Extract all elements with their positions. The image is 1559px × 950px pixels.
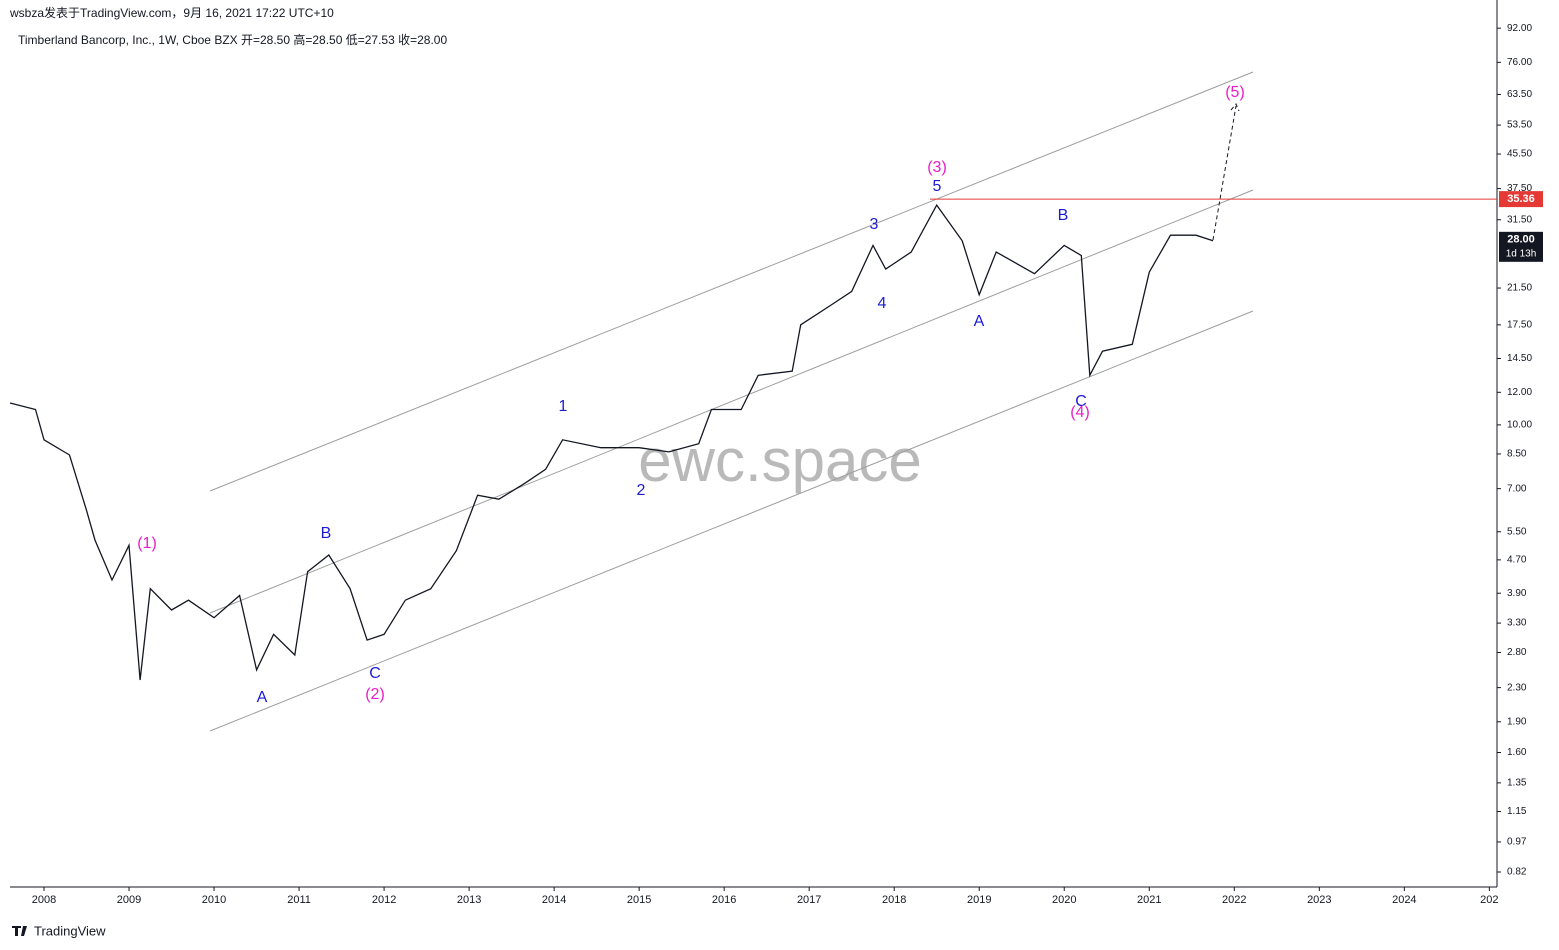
- x-tick-label: 2022: [1222, 894, 1246, 906]
- x-tick-label: 2008: [32, 894, 56, 906]
- wave-label: A: [974, 313, 985, 330]
- y-tick-label: 2.30: [1507, 682, 1527, 693]
- wave-label: 2: [637, 482, 646, 499]
- x-tick-label: 2023: [1307, 894, 1331, 906]
- y-tick-label: 37.50: [1507, 183, 1532, 194]
- x-tick-label: 2018: [882, 894, 906, 906]
- x-tick-label: 2017: [797, 894, 821, 906]
- x-tick-label: 2013: [457, 894, 481, 906]
- y-tick-label: 4.70: [1507, 555, 1527, 566]
- watermark: ewc.space: [638, 427, 921, 494]
- wave-label: (2): [365, 686, 385, 703]
- wave-label: 4: [878, 295, 887, 312]
- y-tick-label: 12.00: [1507, 387, 1532, 398]
- channel-line: [209, 71, 1254, 492]
- y-tick-label: 7.00: [1507, 483, 1527, 494]
- y-tick-label: 92.00: [1507, 23, 1532, 34]
- last-price-countdown: 1d 13h: [1506, 248, 1537, 259]
- wave-label: (4): [1070, 404, 1090, 421]
- y-tick-label: 10.00: [1507, 420, 1532, 431]
- y-tick-label: 3.30: [1507, 618, 1527, 629]
- wave-label: B: [321, 525, 332, 542]
- y-tick-label: 3.90: [1507, 588, 1527, 599]
- y-tick-label: 8.50: [1507, 449, 1527, 460]
- logo-icon: [12, 926, 27, 936]
- y-tick-label: 45.50: [1507, 149, 1532, 160]
- wave-label: 3: [870, 216, 879, 233]
- wave-label: (3): [927, 159, 947, 176]
- y-tick-label: 31.50: [1507, 214, 1532, 225]
- wave-label: C: [369, 665, 381, 682]
- y-tick-label: 1.15: [1507, 806, 1527, 817]
- wave-label: (1): [137, 535, 157, 552]
- x-tick-label: 2010: [202, 894, 226, 906]
- y-tick-label: 2.80: [1507, 647, 1527, 658]
- x-tick-label: 2024: [1392, 894, 1416, 906]
- chart-title: Timberland Bancorp, Inc., 1W, Cboe BZX 开…: [18, 32, 447, 47]
- projection-arrow: [1212, 103, 1240, 241]
- x-tick-label: 2019: [967, 894, 991, 906]
- wave-label: C: [1075, 393, 1087, 410]
- y-tick-label: 0.97: [1507, 837, 1527, 848]
- resistance-label: 35.36: [1507, 193, 1535, 205]
- x-tick-label: 2012: [372, 894, 396, 906]
- last-price-box: [1499, 231, 1543, 262]
- channel-line: [209, 189, 1254, 614]
- x-tick-label: 2021: [1137, 894, 1161, 906]
- price-line: [9, 203, 1214, 681]
- y-tick-label: 53.50: [1507, 120, 1532, 131]
- x-tick-label: 2020: [1052, 894, 1076, 906]
- y-tick-label: 1.60: [1507, 747, 1527, 758]
- wave-label: (5): [1225, 84, 1245, 101]
- x-tick-label: 2015: [627, 894, 651, 906]
- x-tick-label: 2016: [712, 894, 736, 906]
- x-tick-label: 2014: [542, 894, 566, 906]
- y-tick-label: 21.50: [1507, 283, 1532, 294]
- header: wsbza发表于TradingView.com，9月 16, 2021 17:2…: [9, 5, 334, 20]
- wave-label: A: [257, 689, 268, 706]
- x-tick-label: 2009: [117, 894, 141, 906]
- y-tick-label: 1.35: [1507, 778, 1527, 789]
- wave-label: 1: [559, 398, 568, 415]
- y-tick-label: 14.50: [1507, 353, 1532, 364]
- wave-label: B: [1058, 207, 1069, 224]
- last-price-label: 28.00: [1507, 234, 1535, 246]
- x-tick-label: 2011: [287, 894, 311, 906]
- wave-label: 5: [933, 178, 942, 195]
- y-tick-label: 0.82: [1507, 867, 1527, 878]
- y-tick-label: 17.50: [1507, 319, 1532, 330]
- resistance-label-box: [1499, 191, 1543, 208]
- y-tick-label: 76.00: [1507, 57, 1532, 68]
- x-tick-label: 202: [1480, 894, 1498, 906]
- y-tick-label: 63.50: [1507, 89, 1532, 100]
- y-tick-label: 5.50: [1507, 526, 1527, 537]
- logo: TradingView: [34, 923, 106, 938]
- y-tick-label: 1.90: [1507, 716, 1527, 727]
- channel-line: [209, 310, 1254, 732]
